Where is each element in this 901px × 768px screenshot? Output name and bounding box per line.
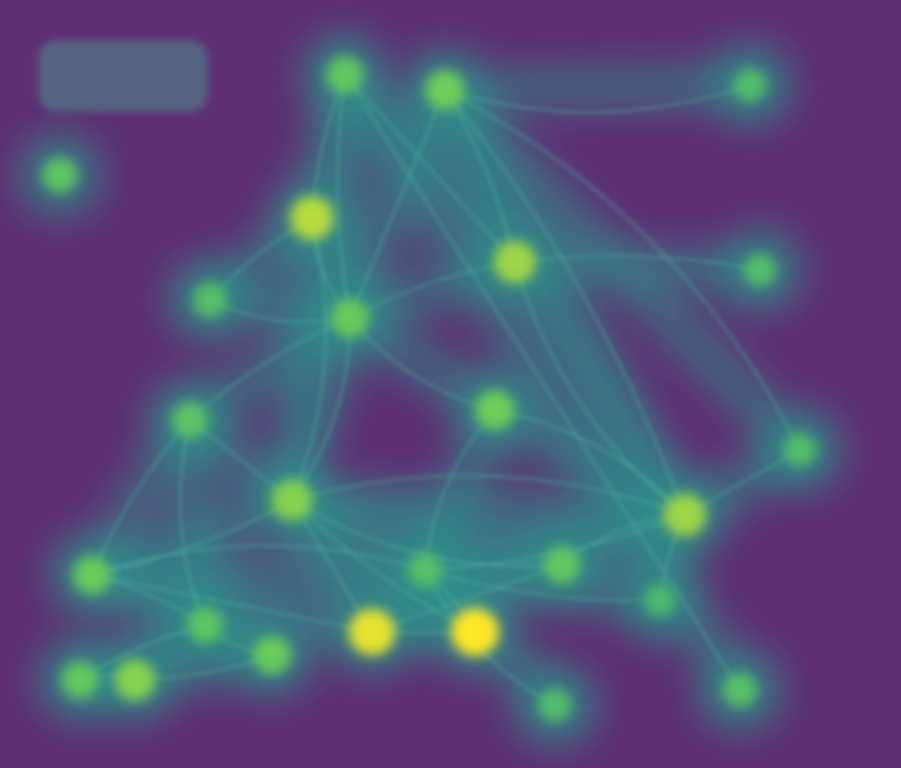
network-node: [271, 479, 313, 521]
network-link: [189, 317, 351, 421]
network-node: [543, 546, 581, 584]
network-link: [494, 409, 686, 516]
network-node: [408, 553, 442, 587]
network-node: [114, 659, 156, 701]
network-link: [91, 545, 426, 576]
network-node: [493, 240, 537, 284]
network-node: [644, 584, 676, 616]
network-link: [291, 499, 476, 633]
network-node: [72, 555, 112, 595]
network-node: [723, 673, 757, 707]
network-link: [349, 317, 496, 411]
network-node: [193, 283, 227, 317]
network-link: [344, 74, 741, 691]
network-link: [344, 74, 516, 263]
halo-band: [422, 62, 773, 113]
network-link: [291, 217, 327, 501]
network-node: [330, 298, 370, 338]
network-link: [514, 261, 686, 516]
network-node: [348, 608, 396, 656]
node-layer: [42, 56, 817, 722]
network-link: [371, 564, 563, 633]
network-node: [743, 253, 777, 287]
network-link: [349, 89, 446, 319]
network-link: [424, 569, 661, 602]
network-node: [733, 68, 767, 102]
network-link: [291, 317, 351, 501]
network-link: [291, 474, 686, 516]
network-node: [326, 56, 364, 94]
network-link: [336, 74, 351, 319]
network-node: [252, 635, 292, 675]
network-node: [663, 493, 707, 537]
halo-layer: [18, 33, 842, 747]
network-node: [475, 390, 515, 430]
network-node: [42, 157, 78, 193]
network-node: [451, 608, 499, 656]
network-node: [538, 688, 572, 722]
network-link: [91, 419, 191, 576]
network-node: [783, 433, 817, 467]
network-node: [61, 661, 99, 699]
network-link: [444, 89, 516, 263]
network-link: [444, 89, 801, 451]
halo-band: [269, 195, 335, 523]
network-link: [444, 84, 751, 113]
logo-badge: [38, 40, 208, 112]
network-node: [172, 402, 208, 438]
network-node: [290, 196, 334, 240]
halo-band: [422, 67, 708, 538]
network-link: [514, 255, 761, 271]
network-link: [444, 89, 686, 516]
network-link: [424, 409, 496, 571]
network-link: [179, 419, 206, 626]
network-node: [425, 70, 465, 110]
network-node: [187, 607, 223, 643]
network-link: [91, 499, 293, 576]
network-link: [91, 574, 373, 633]
